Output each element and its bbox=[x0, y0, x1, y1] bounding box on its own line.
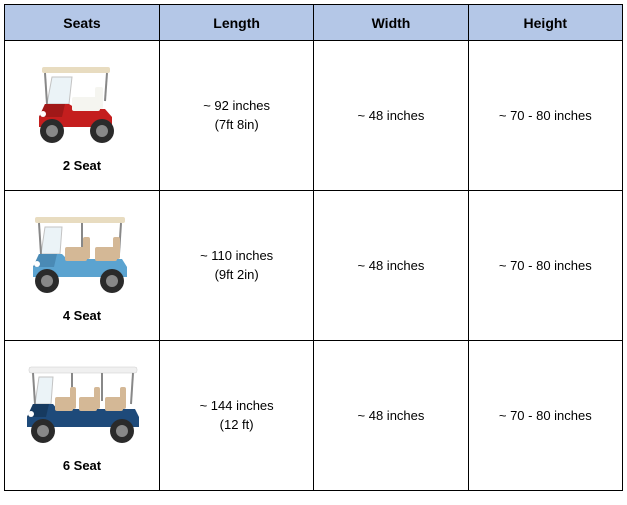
seat-label: 6 Seat bbox=[63, 458, 101, 473]
golf-cart-icon bbox=[17, 209, 147, 304]
cell-width: ~ 48 inches bbox=[314, 341, 468, 491]
table-row: 6 Seat ~ 144 inches (12 ft) ~ 48 inches … bbox=[5, 341, 623, 491]
seat-label: 4 Seat bbox=[63, 308, 101, 323]
cell-seats: 4 Seat bbox=[5, 191, 160, 341]
cell-width: ~ 48 inches bbox=[314, 191, 468, 341]
header-length: Length bbox=[159, 5, 313, 41]
header-height: Height bbox=[468, 5, 622, 41]
cell-seats: 6 Seat bbox=[5, 341, 160, 491]
golf-cart-dimensions-table: Seats Length Width Height bbox=[4, 4, 623, 491]
cell-width: ~ 48 inches bbox=[314, 41, 468, 191]
cell-length: ~ 92 inches (7ft 8in) bbox=[159, 41, 313, 191]
table-header-row: Seats Length Width Height bbox=[5, 5, 623, 41]
length-imperial: (7ft 8in) bbox=[168, 116, 305, 134]
length-imperial: (12 ft) bbox=[168, 416, 305, 434]
header-width: Width bbox=[314, 5, 468, 41]
table-row: 2 Seat ~ 92 inches (7ft 8in) ~ 48 inches… bbox=[5, 41, 623, 191]
cell-height: ~ 70 - 80 inches bbox=[468, 191, 622, 341]
cell-length: ~ 110 inches (9ft 2in) bbox=[159, 191, 313, 341]
table-row: 4 Seat ~ 110 inches (9ft 2in) ~ 48 inche… bbox=[5, 191, 623, 341]
length-value: ~ 144 inches bbox=[168, 397, 305, 415]
seat-label: 2 Seat bbox=[63, 158, 101, 173]
cell-height: ~ 70 - 80 inches bbox=[468, 41, 622, 191]
cell-length: ~ 144 inches (12 ft) bbox=[159, 341, 313, 491]
cell-height: ~ 70 - 80 inches bbox=[468, 341, 622, 491]
length-value: ~ 110 inches bbox=[168, 247, 305, 265]
cell-seats: 2 Seat bbox=[5, 41, 160, 191]
golf-cart-icon bbox=[17, 359, 147, 454]
header-seats: Seats bbox=[5, 5, 160, 41]
length-imperial: (9ft 2in) bbox=[168, 266, 305, 284]
length-value: ~ 92 inches bbox=[168, 97, 305, 115]
golf-cart-icon bbox=[17, 59, 147, 154]
